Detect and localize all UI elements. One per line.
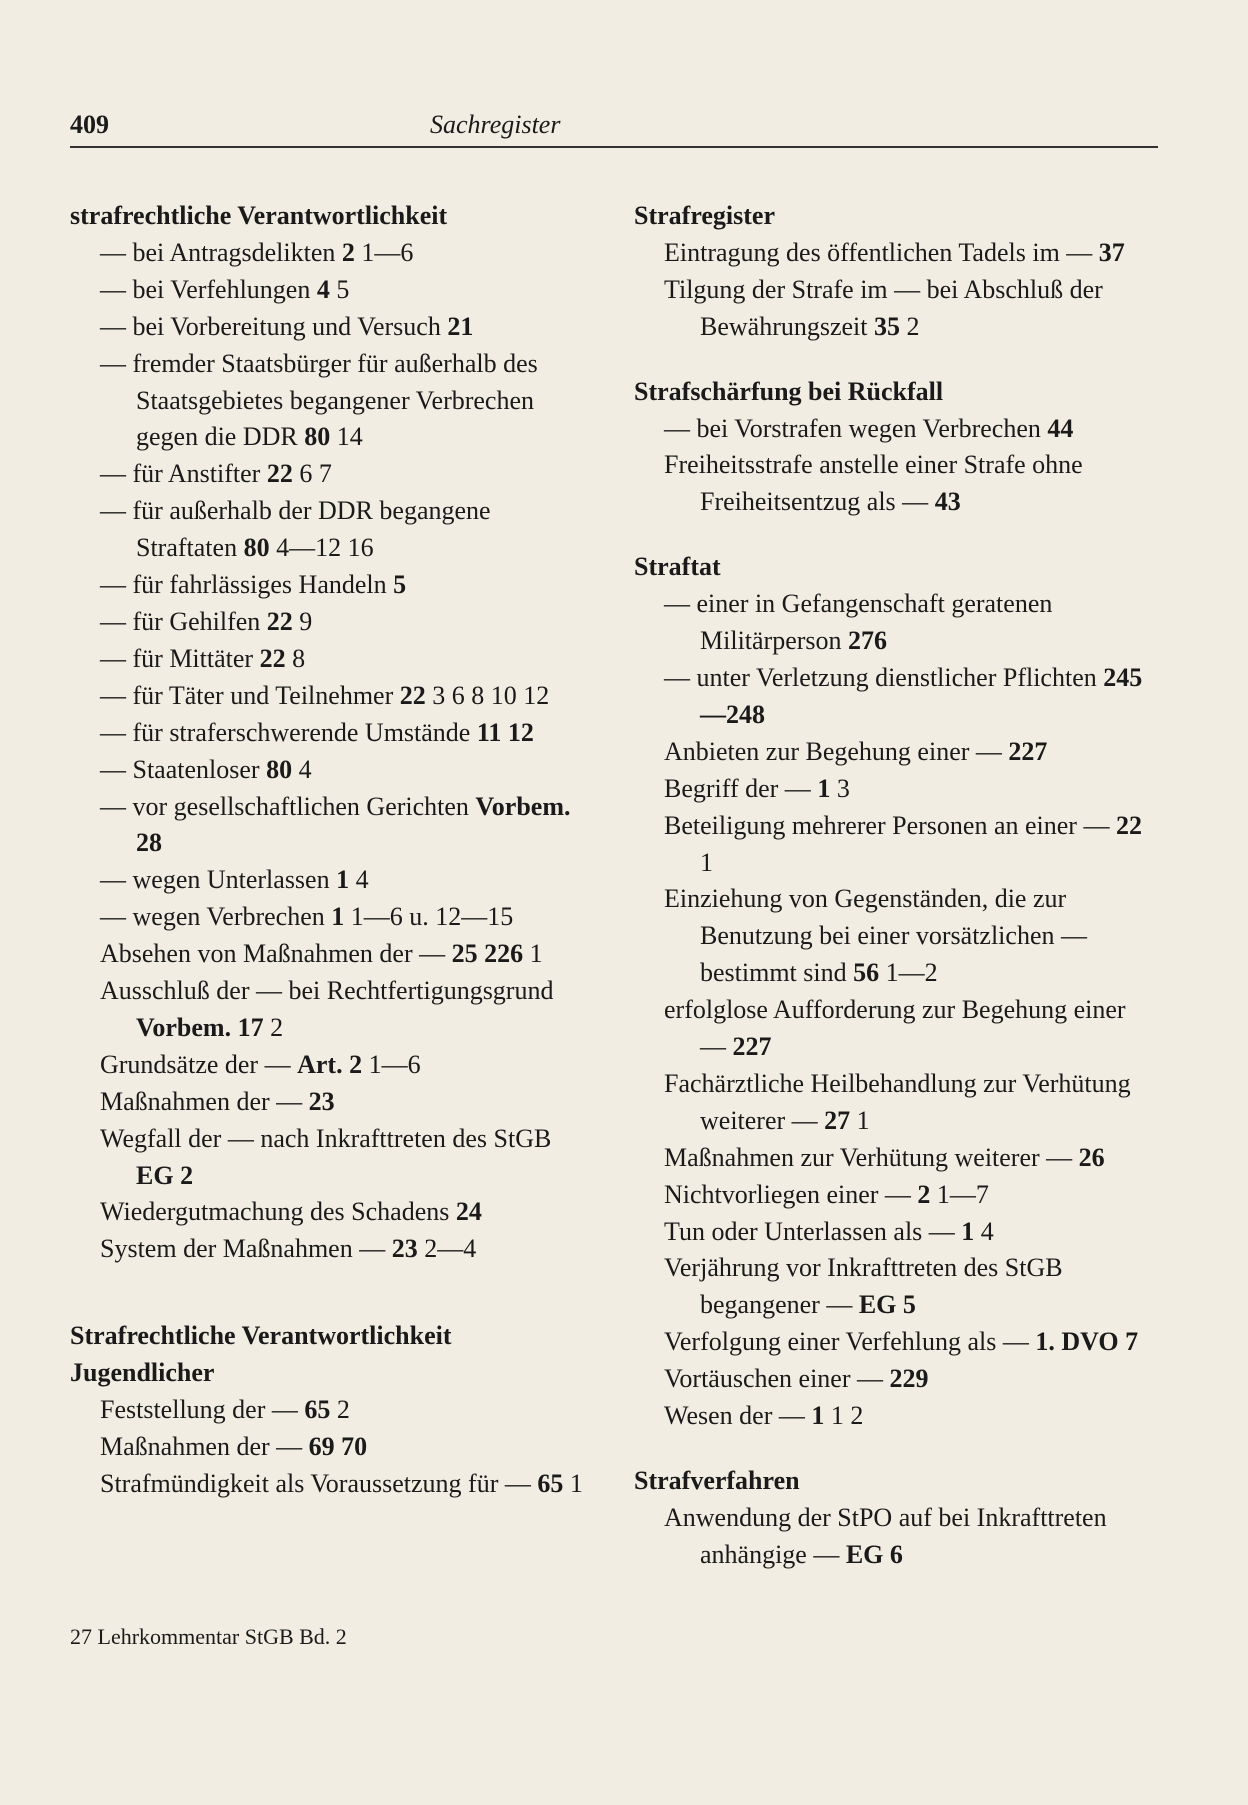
- index-entry: Begriff der — 1 3: [634, 771, 1158, 808]
- index-entry: Beteiligung mehrerer Personen an einer —…: [634, 808, 1158, 882]
- index-entry: — bei Antragsdelikten 2 1—6: [70, 235, 594, 272]
- index-entry: Absehen von Maßnahmen der — 25 226 1: [70, 936, 594, 973]
- page-header: 409 Sachregister: [70, 110, 1158, 148]
- section-heading: Strafverfahren: [634, 1463, 1158, 1500]
- left-column: strafrechtliche Verantwortlichkeit — bei…: [70, 198, 594, 1574]
- index-entry: erfolglose Aufforderung zur Begehung ein…: [634, 992, 1158, 1066]
- section-heading: Strafregister: [634, 198, 1158, 235]
- index-entry: Feststellung der — 65 2: [70, 1392, 594, 1429]
- index-entry: — bei Verfehlungen 4 5: [70, 272, 594, 309]
- index-entry: Verfolgung einer Verfehlung als — 1. DVO…: [634, 1324, 1158, 1361]
- index-entry: — für Gehilfen 22 9: [70, 604, 594, 641]
- section-heading: Strafschärfung bei Rückfall: [634, 374, 1158, 411]
- index-entry: — für Mittäter 22 8: [70, 641, 594, 678]
- index-entry: Ausschluß der — bei Rechtfertigungsgrund…: [70, 973, 594, 1047]
- columns: strafrechtliche Verantwortlichkeit — bei…: [70, 198, 1158, 1574]
- index-entry: Anbieten zur Begehung einer — 227: [634, 734, 1158, 771]
- index-entry: — einer in Gefangenschaft geratenen Mili…: [634, 586, 1158, 660]
- section-heading: strafrechtliche Verantwortlichkeit: [70, 198, 594, 235]
- index-entry: Fachärztliche Heilbehandlung zur Verhütu…: [634, 1066, 1158, 1140]
- index-entry: — für Täter und Teilnehmer 22 3 6 8 10 1…: [70, 678, 594, 715]
- index-entry: — Staatenloser 80 4: [70, 752, 594, 789]
- index-entry: Tun oder Unterlassen als — 1 4: [634, 1214, 1158, 1251]
- index-entry: — fremder Staatsbürger für außerhalb des…: [70, 346, 594, 457]
- right-column: Strafregister Eintragung des öffentliche…: [634, 198, 1158, 1574]
- header-title: Sachregister: [430, 110, 560, 140]
- index-entry: Tilgung der Strafe im — bei Abschluß der…: [634, 272, 1158, 346]
- index-entry: — wegen Unterlassen 1 4: [70, 862, 594, 899]
- section-heading: Straftat: [634, 549, 1158, 586]
- index-entry: Strafmündigkeit als Voraussetzung für — …: [70, 1466, 594, 1503]
- index-entry: Einziehung von Gegenständen, die zur Ben…: [634, 881, 1158, 992]
- index-entry: Verjährung vor Inkrafttreten des StGB be…: [634, 1250, 1158, 1324]
- index-entry: — vor gesellschaftlichen Gerichten Vorbe…: [70, 789, 594, 863]
- index-entry: Wegfall der — nach Inkrafttreten des StG…: [70, 1121, 594, 1195]
- index-entry: Nichtvorliegen einer — 2 1—7: [634, 1177, 1158, 1214]
- index-entry: — wegen Verbrechen 1 1—6 u. 12—15: [70, 899, 594, 936]
- index-entry: Freiheitsstrafe anstelle einer Strafe oh…: [634, 447, 1158, 521]
- index-entry: System der Maßnahmen — 23 2—4: [70, 1231, 594, 1268]
- page-number: 409: [70, 110, 310, 140]
- index-entry: — unter Verletzung dienstlicher Pflichte…: [634, 660, 1158, 734]
- page: 409 Sachregister strafrechtliche Verantw…: [0, 0, 1248, 1805]
- index-entry: — für fahrlässiges Handeln 5: [70, 567, 594, 604]
- index-entry: — für Anstifter 22 6 7: [70, 456, 594, 493]
- index-entry: Grundsätze der — Art. 2 1—6: [70, 1047, 594, 1084]
- index-entry: Maßnahmen der — 69 70: [70, 1429, 594, 1466]
- index-entry: Maßnahmen der — 23: [70, 1084, 594, 1121]
- index-entry: — für außerhalb der DDR begangene Straft…: [70, 493, 594, 567]
- index-entry: Anwendung der StPO auf bei Inkrafttreten…: [634, 1500, 1158, 1574]
- index-entry: Maßnahmen zur Verhütung weiterer — 26: [634, 1140, 1158, 1177]
- index-entry: — bei Vorstrafen wegen Verbrechen 44: [634, 411, 1158, 448]
- section-heading: Strafrechtliche Verantwortlichkeit Jugen…: [70, 1318, 594, 1392]
- index-entry: Wesen der — 1 1 2: [634, 1398, 1158, 1435]
- footer-text: 27 Lehrkommentar StGB Bd. 2: [70, 1624, 1158, 1650]
- index-entry: — für straferschwerende Umstände 11 12: [70, 715, 594, 752]
- index-entry: Wiedergutmachung des Schadens 24: [70, 1194, 594, 1231]
- index-entry: Eintragung des öffentlichen Tadels im — …: [634, 235, 1158, 272]
- index-entry: Vortäuschen einer — 229: [634, 1361, 1158, 1398]
- index-entry: — bei Vorbereitung und Versuch 21: [70, 309, 594, 346]
